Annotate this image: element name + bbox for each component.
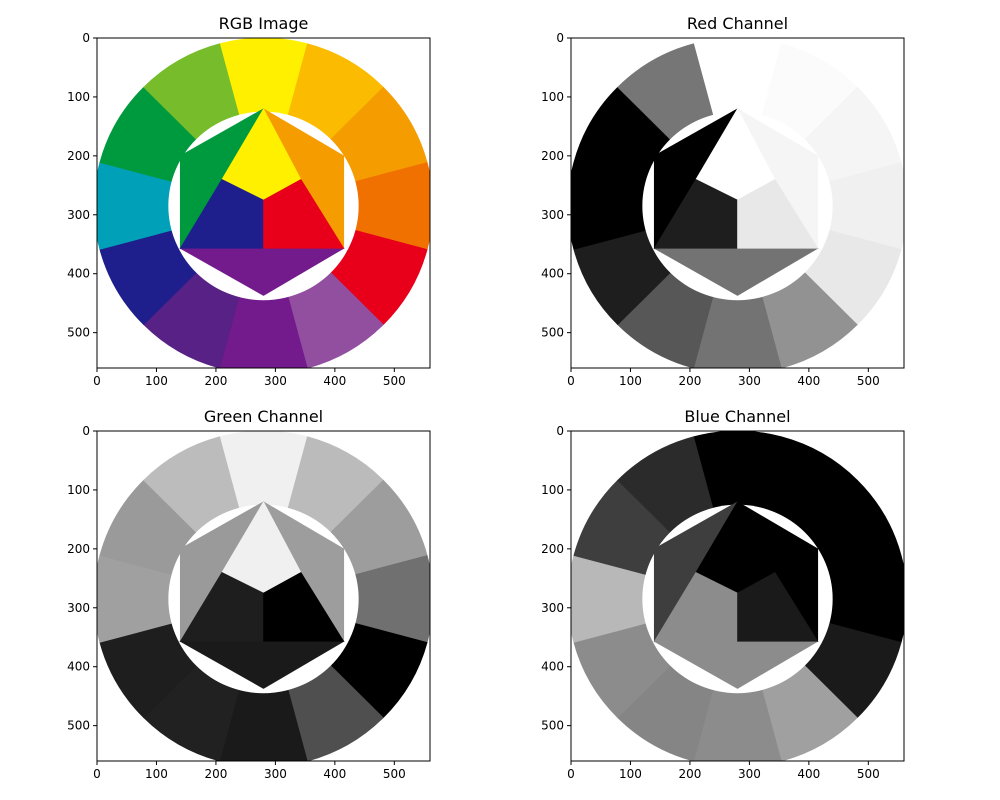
x-tick-label: 0 — [93, 374, 101, 388]
y-tick-label: 300 — [67, 601, 90, 615]
y-tick-label: 400 — [541, 267, 564, 281]
subplot-rgb: 0 100 200 300 400 500 0 100 200 300 400 500 RGB Imag… — [67, 14, 431, 388]
axes-frame — [96, 430, 431, 762]
y-tick-label: 200 — [541, 149, 564, 163]
subplot-blue-channel: 0 100 200 300 400 500 0 100 200 300 400 500 Blue Cha… — [541, 407, 905, 781]
image-area — [571, 38, 904, 368]
inner-bottom-right-triangle — [737, 179, 819, 249]
inner-bottom-right-triangle — [263, 179, 345, 249]
subplot-title: Red Channel — [687, 14, 788, 33]
y-tick-label: 0 — [556, 424, 564, 438]
y-tick-label: 0 — [82, 31, 90, 45]
x-tick-label: 100 — [145, 767, 168, 781]
subplot-title: Green Channel — [204, 407, 323, 426]
image-area — [97, 38, 430, 368]
y-tick-label: 0 — [556, 31, 564, 45]
y-tick-label: 200 — [67, 149, 90, 163]
axes-frame — [570, 430, 905, 762]
y-tick-label: 400 — [67, 660, 90, 674]
axes-frame — [96, 37, 431, 369]
x-tick-label: 200 — [204, 767, 227, 781]
y-tick-label: 500 — [541, 326, 564, 340]
y-tick-label: 100 — [541, 483, 564, 497]
y-tick-label: 500 — [67, 719, 90, 733]
x-tick-label: 400 — [323, 767, 346, 781]
x-tick-label: 100 — [619, 767, 642, 781]
y-tick-label: 400 — [67, 267, 90, 281]
subplot-green-channel: 0 100 200 300 400 500 0 100 200 300 400 500 Green Ch… — [67, 407, 431, 781]
x-tick-label: 500 — [383, 767, 406, 781]
y-tick-label: 100 — [67, 90, 90, 104]
axes-frame — [570, 37, 905, 369]
subplot-title: RGB Image — [219, 14, 309, 33]
x-tick-label: 500 — [383, 374, 406, 388]
x-tick-label: 300 — [738, 767, 761, 781]
x-tick-label: 0 — [567, 374, 575, 388]
inner-bottom-right-triangle — [263, 572, 345, 642]
y-tick-label: 500 — [67, 326, 90, 340]
y-tick-label: 100 — [541, 90, 564, 104]
x-tick-label: 100 — [619, 374, 642, 388]
y-tick-label: 300 — [541, 208, 564, 222]
x-tick-label: 300 — [264, 374, 287, 388]
x-tick-label: 200 — [678, 374, 701, 388]
x-tick-label: 500 — [857, 767, 880, 781]
x-tick-label: 200 — [204, 374, 227, 388]
x-tick-label: 300 — [264, 767, 287, 781]
x-tick-label: 400 — [797, 374, 820, 388]
y-tick-label: 500 — [541, 719, 564, 733]
x-tick-label: 300 — [738, 374, 761, 388]
subplot-title: Blue Channel — [684, 407, 790, 426]
image-area — [97, 431, 430, 761]
subplot-red-channel: 0 100 200 300 400 500 0 100 200 300 400 500 Red Chan… — [541, 14, 905, 388]
y-tick-label: 200 — [67, 542, 90, 556]
x-tick-label: 0 — [93, 767, 101, 781]
inner-bottom-right-triangle — [737, 572, 819, 642]
x-tick-label: 400 — [323, 374, 346, 388]
image-area — [571, 431, 904, 761]
x-tick-label: 400 — [797, 767, 820, 781]
x-tick-label: 500 — [857, 374, 880, 388]
x-tick-label: 0 — [567, 767, 575, 781]
y-tick-label: 300 — [67, 208, 90, 222]
x-tick-label: 200 — [678, 767, 701, 781]
y-tick-label: 400 — [541, 660, 564, 674]
x-tick-label: 100 — [145, 374, 168, 388]
y-tick-label: 0 — [82, 424, 90, 438]
y-tick-label: 200 — [541, 542, 564, 556]
y-tick-label: 100 — [67, 483, 90, 497]
y-tick-label: 300 — [541, 601, 564, 615]
